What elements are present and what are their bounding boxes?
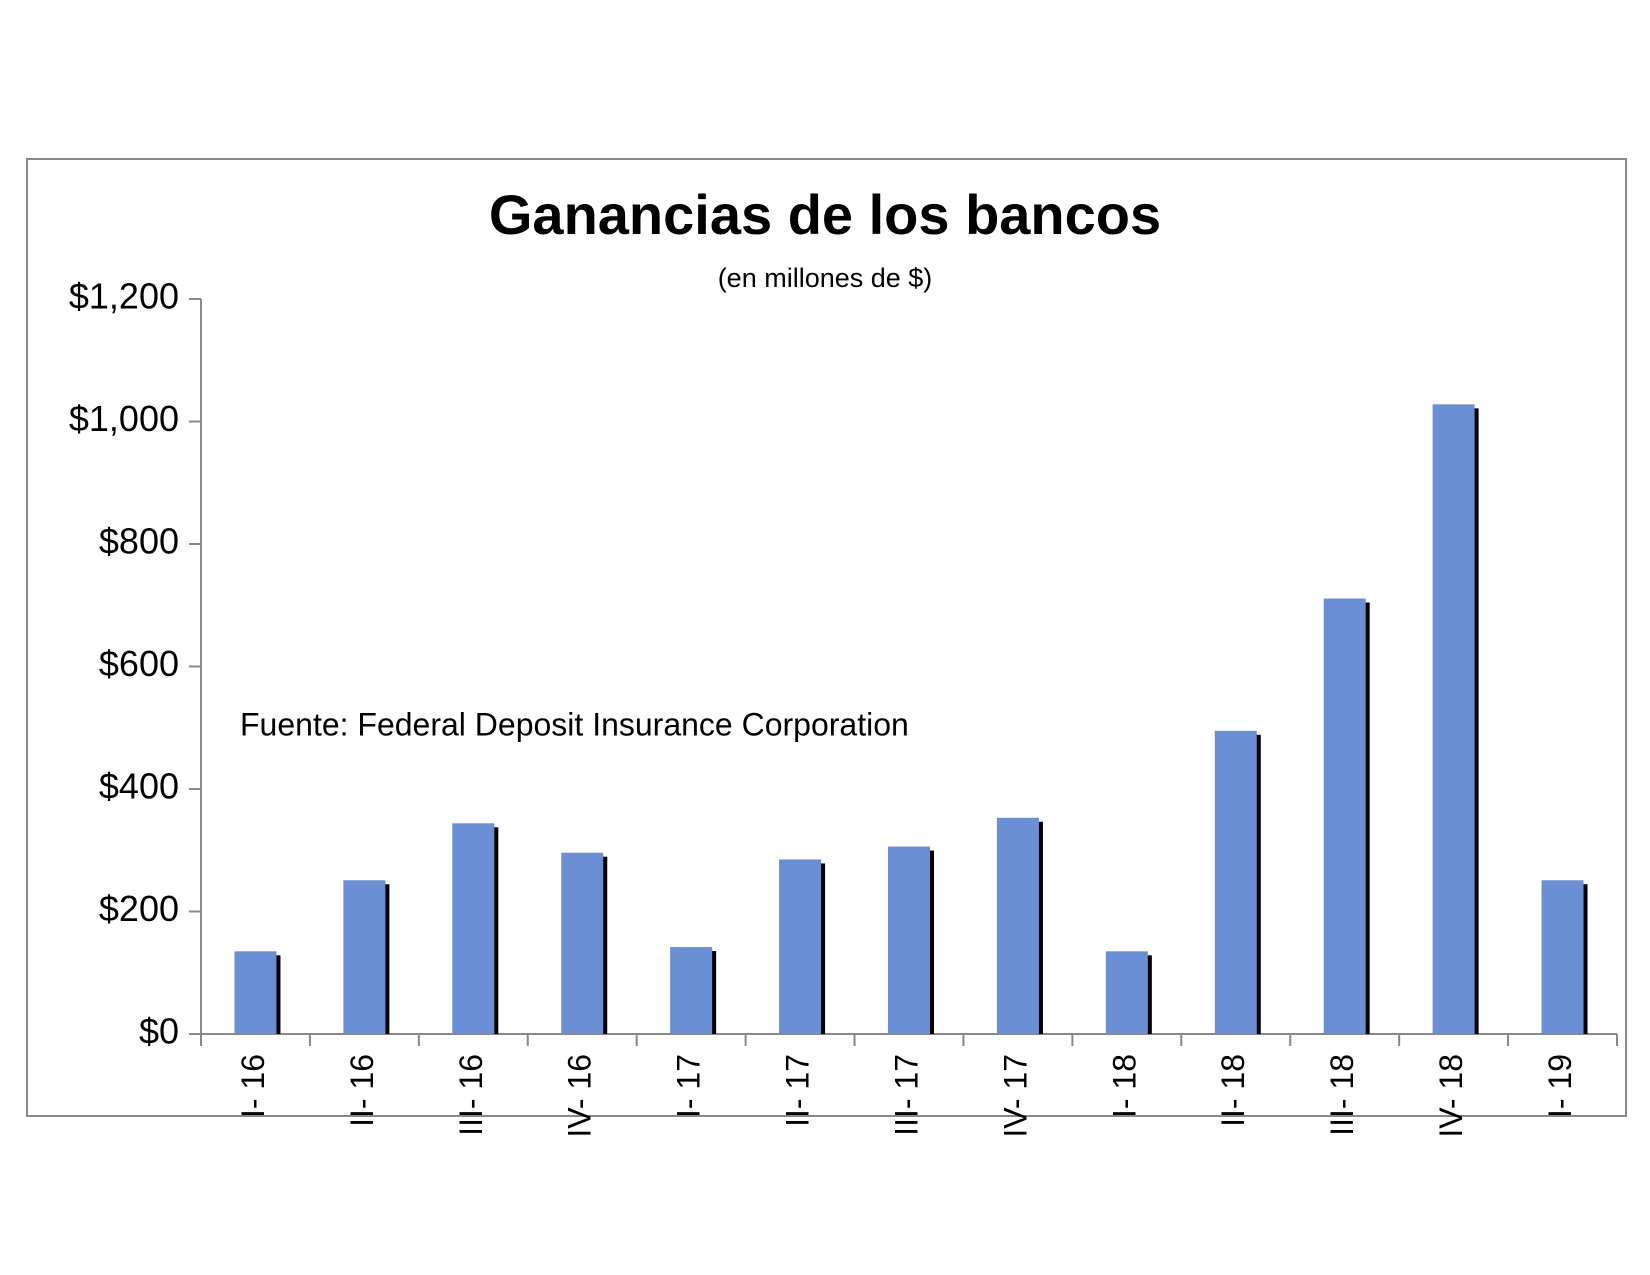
bar xyxy=(234,951,277,1034)
y-tick-label: $0 xyxy=(139,1011,179,1052)
bar xyxy=(888,846,930,1034)
bar xyxy=(1323,598,1366,1034)
x-tick-label: III- 17 xyxy=(888,1054,924,1136)
source-note: Fuente: Federal Deposit Insurance Corpor… xyxy=(240,706,909,742)
x-tick-label: I- 17 xyxy=(671,1054,707,1118)
y-tick-label: $800 xyxy=(99,521,179,562)
x-tick-label: I- 16 xyxy=(235,1054,271,1118)
x-tick-label: II- 17 xyxy=(780,1054,816,1127)
x-tick-label: IV- 16 xyxy=(562,1054,598,1138)
y-tick-label: $1,000 xyxy=(69,398,179,439)
x-tick-label: II- 18 xyxy=(1215,1054,1251,1127)
x-tick-label: IV- 17 xyxy=(997,1054,1033,1138)
bar xyxy=(1541,880,1584,1034)
x-tick-label: IV- 18 xyxy=(1433,1054,1469,1138)
bar xyxy=(670,947,713,1034)
chart-subtitle: (en millones de $) xyxy=(718,263,933,293)
x-tick-label: III- 16 xyxy=(453,1054,489,1136)
y-tick-label: $600 xyxy=(99,643,179,684)
x-tick-label: I- 19 xyxy=(1542,1054,1578,1118)
bar xyxy=(561,852,604,1034)
bar xyxy=(1214,730,1257,1034)
y-tick-label: $1,200 xyxy=(69,276,179,317)
bar xyxy=(1432,404,1475,1035)
y-tick-label: $400 xyxy=(99,766,179,807)
bar xyxy=(1105,951,1148,1034)
x-tick-label: III- 18 xyxy=(1324,1054,1360,1136)
bar xyxy=(996,817,1039,1034)
x-tick-label: I- 18 xyxy=(1106,1054,1142,1118)
bar xyxy=(452,823,495,1034)
bar xyxy=(343,880,386,1034)
bar xyxy=(779,859,822,1034)
y-tick-label: $200 xyxy=(99,888,179,929)
chart-title: Ganancias de los bancos xyxy=(489,183,1161,246)
x-tick-label: II- 16 xyxy=(344,1054,380,1127)
